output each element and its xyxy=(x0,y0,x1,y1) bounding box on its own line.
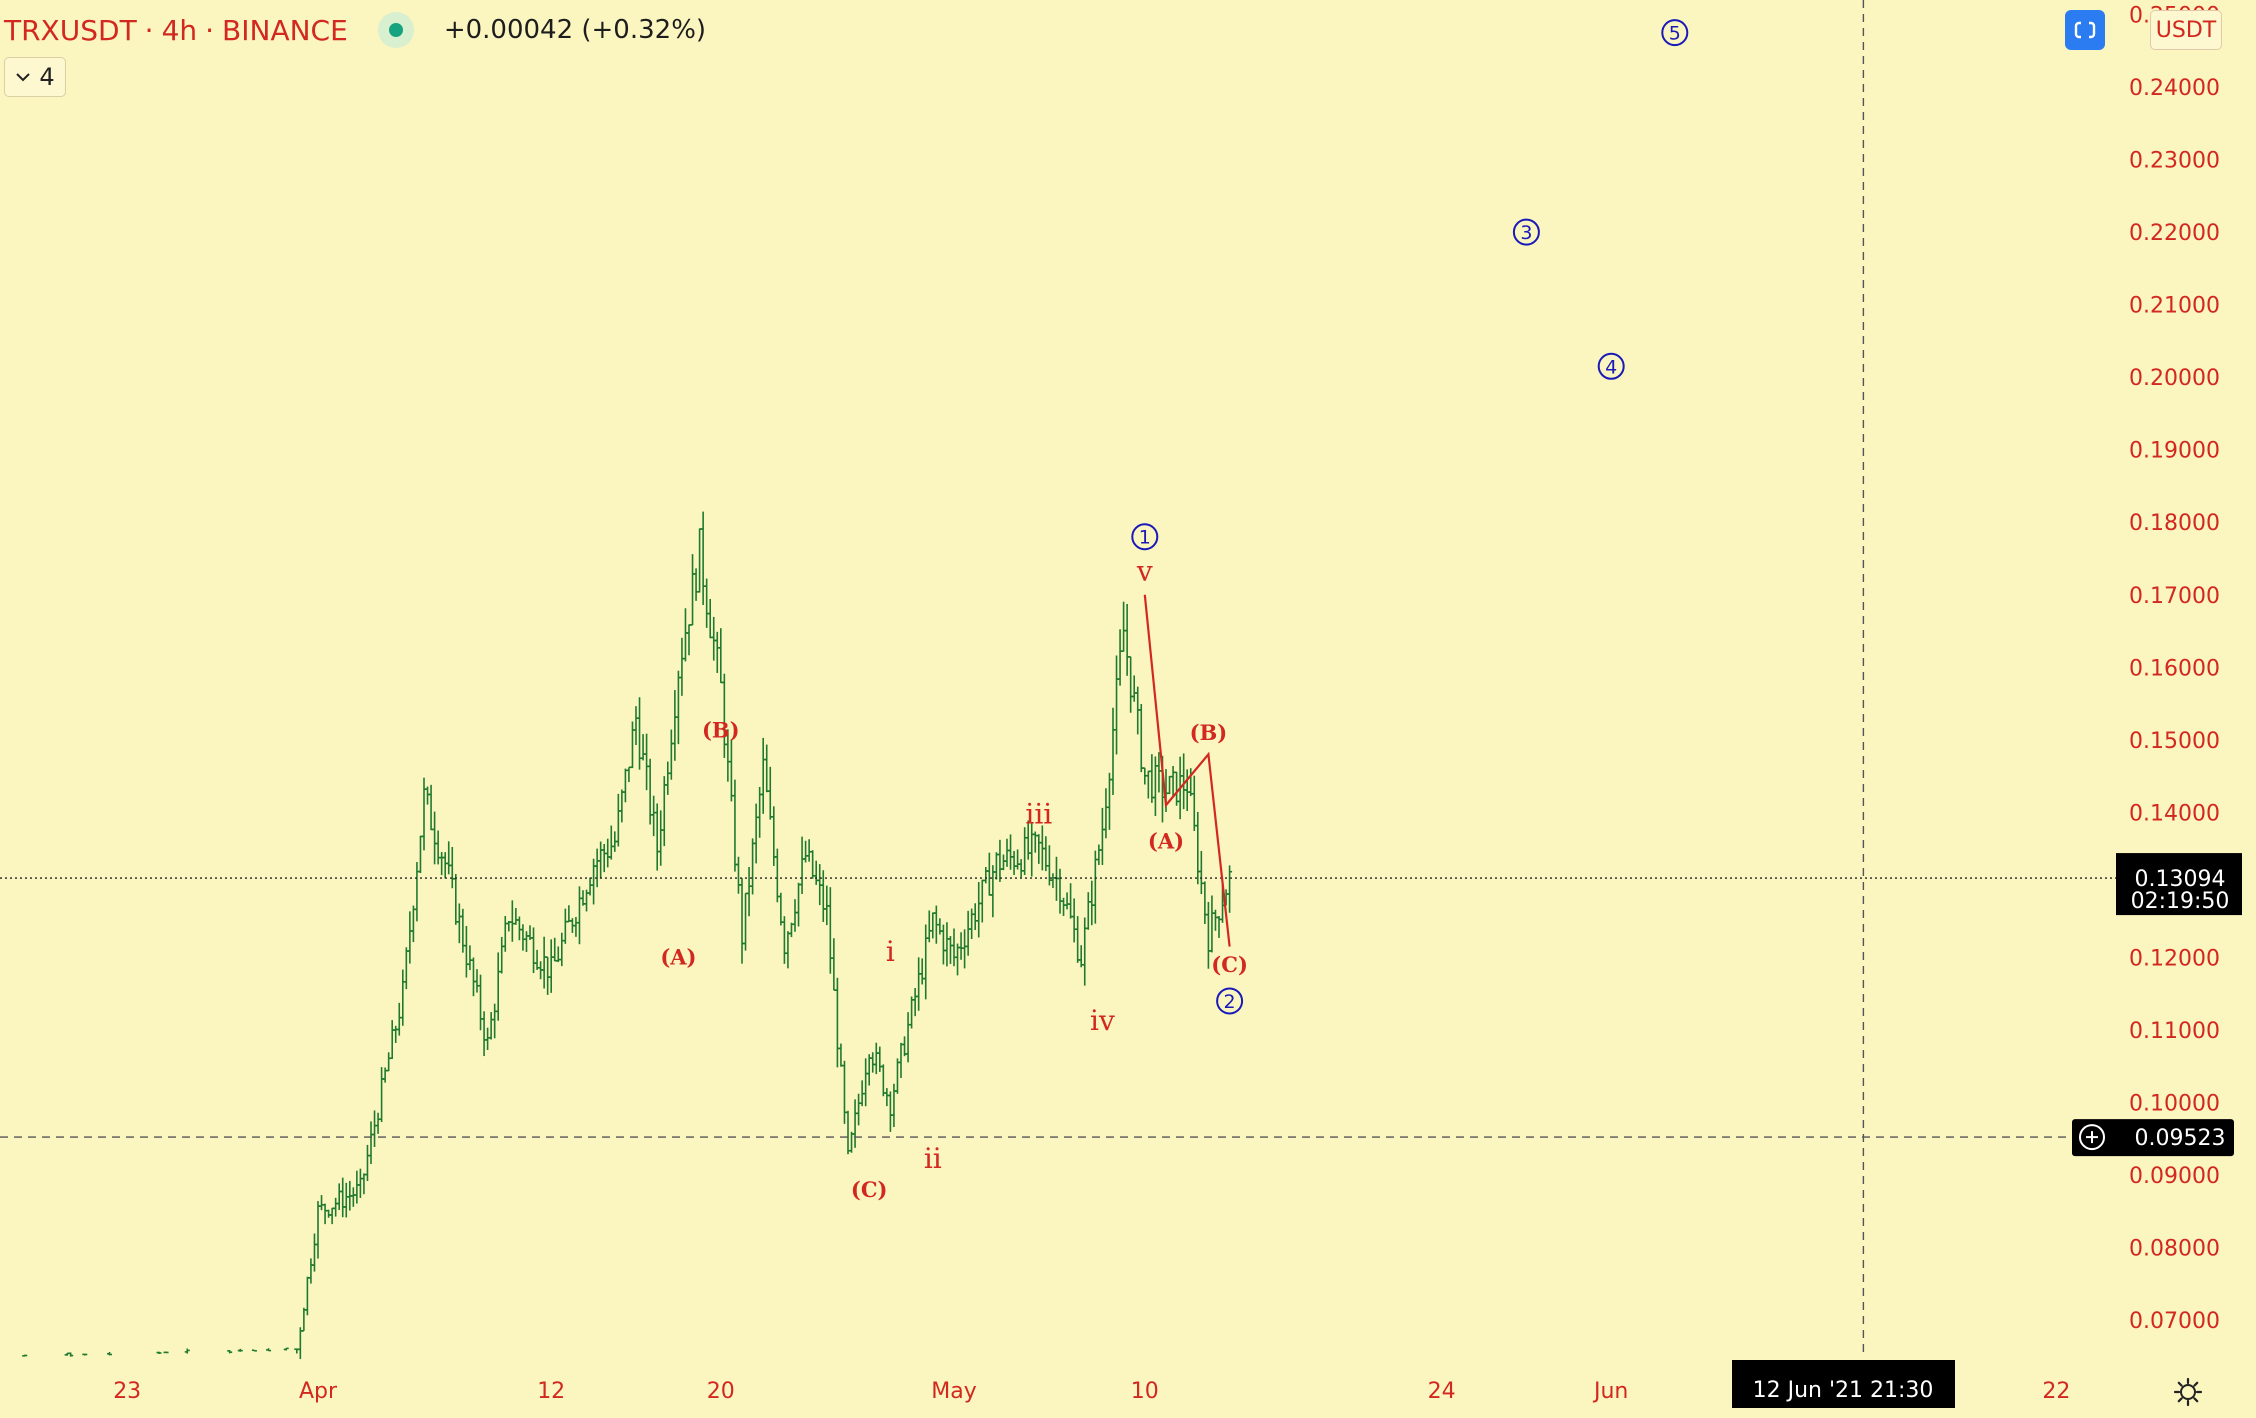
y-tick-label: 0.24000 xyxy=(2129,76,2220,101)
gear-icon xyxy=(2173,1377,2203,1407)
plus-circle-ring xyxy=(2079,1124,2105,1151)
ohlc-bars xyxy=(22,511,1233,1360)
y-tick-label: 0.19000 xyxy=(2129,439,2220,464)
y-tick-label: 0.14000 xyxy=(2129,801,2220,826)
wave-label-red: (B) xyxy=(1190,720,1228,745)
y-tick-label: 0.22000 xyxy=(2129,221,2220,246)
chevron-down-icon xyxy=(16,73,31,82)
y-tick-label: 0.16000 xyxy=(2129,656,2220,681)
market-status-icon[interactable] xyxy=(377,12,414,48)
wave-label-blue-circle xyxy=(1597,352,1625,380)
x-tick-label: 20 xyxy=(707,1379,735,1404)
wave-label-red: ii xyxy=(924,1142,942,1175)
wave-label-blue: 3 xyxy=(1512,218,1540,246)
last-price-tag xyxy=(2116,853,2242,916)
bar-countdown: 02:19:50 xyxy=(2131,889,2230,914)
y-tick-label: 0.20000 xyxy=(2129,366,2220,391)
correction-lines xyxy=(1143,594,1231,947)
indicators-collapse-button[interactable]: 4 xyxy=(4,57,66,97)
indicator-count: 4 xyxy=(39,63,55,91)
wave-label-red: (C) xyxy=(1211,952,1248,977)
wave-label-blue-circle xyxy=(1131,523,1159,551)
y-tick-label: 0.12000 xyxy=(2129,946,2220,971)
settings-button[interactable] xyxy=(2168,1372,2208,1412)
wave-label-red: iii xyxy=(1025,797,1052,830)
wave-label-blue-number: 4 xyxy=(1605,356,1617,378)
separator: · xyxy=(205,13,215,47)
separator: · xyxy=(144,13,154,47)
wave-labels-blue: 1 2 3 4 5 xyxy=(1131,19,1689,1015)
symbol-header: TRXUSDT · 4h · BINANCE +0.00042 (+0.32%) xyxy=(0,8,706,52)
wave-label-red: (A) xyxy=(1148,829,1184,854)
wave-label-red: (A) xyxy=(660,945,696,970)
interval-label[interactable]: 4h xyxy=(161,13,198,47)
y-tick-label: 0.17000 xyxy=(2129,584,2220,609)
last-price-value: 0.13094 xyxy=(2135,867,2226,892)
y-tick-label: 0.08000 xyxy=(2129,1237,2220,1262)
exchange-label: BINANCE xyxy=(222,13,348,47)
wave-label-red: (B) xyxy=(702,718,740,743)
x-tick-label: 23 xyxy=(113,1379,141,1404)
y-tick-label: 0.15000 xyxy=(2129,729,2220,754)
wave-label-red: i xyxy=(886,935,895,968)
y-tick-label: 0.23000 xyxy=(2129,149,2220,174)
x-tick-label: 12 xyxy=(537,1379,565,1404)
x-tick-label: Apr xyxy=(299,1379,338,1404)
screenshot-icon xyxy=(2074,20,2096,40)
wave-label-blue-number: 3 xyxy=(1520,222,1532,244)
y-axis: 0.07000 0.08000 0.09000 0.10000 0.11000 0.120… xyxy=(2129,4,2220,1335)
x-tick-label: 10 xyxy=(1131,1379,1159,1404)
crosshair-date-value: 12 Jun '21 21:30 xyxy=(1753,1378,1934,1403)
wave-label-blue: 1 xyxy=(1131,523,1159,551)
wave-label-red: v xyxy=(1136,554,1153,587)
x-tick-label: Jun xyxy=(1592,1379,1628,1404)
horizontal-price-value: 0.09523 xyxy=(2135,1126,2226,1151)
plus-circle-icon xyxy=(2079,1124,2105,1151)
wave-label-red: (C) xyxy=(851,1177,888,1202)
horizontal-price-tag xyxy=(2072,1119,2234,1157)
x-axis: 23 Apr 12 20 May 10 24 Jun 22 xyxy=(113,1379,2070,1404)
guide-lines xyxy=(0,0,2118,1358)
wave-label-blue-number: 5 xyxy=(1669,23,1681,45)
wave-label-blue: 2 xyxy=(1216,987,1244,1015)
y-tick-label: 0.09000 xyxy=(2129,1164,2220,1189)
wave-label-red: iv xyxy=(1090,1004,1115,1037)
y-tick-label: 0.10000 xyxy=(2129,1092,2220,1117)
price-change: +0.00042 (+0.32%) xyxy=(443,15,707,45)
wave-label-blue: 4 xyxy=(1597,352,1625,380)
crosshair-date-tag xyxy=(1732,1360,1955,1408)
wave-label-blue: 5 xyxy=(1661,19,1689,47)
x-tick-label: 22 xyxy=(2042,1379,2070,1404)
x-tick-label: 24 xyxy=(1428,1379,1456,1404)
wave-label-blue-number: 1 xyxy=(1139,527,1151,549)
y-tick-label: 0.18000 xyxy=(2129,511,2220,536)
wave-label-blue-circle xyxy=(1661,19,1689,47)
y-tick-label: 0.11000 xyxy=(2129,1019,2220,1044)
currency-button[interactable]: USDT xyxy=(2150,10,2222,50)
wave-label-blue-number: 2 xyxy=(1224,991,1236,1013)
wave-label-blue-circle xyxy=(1216,987,1244,1015)
y-tick-label: 0.21000 xyxy=(2129,294,2220,319)
x-tick-label: May xyxy=(931,1379,976,1404)
screenshot-button[interactable] xyxy=(2065,10,2105,50)
correction-polyline xyxy=(1143,594,1231,947)
wave-label-blue-circle xyxy=(1512,218,1540,246)
symbol-name[interactable]: TRXUSDT xyxy=(4,13,137,47)
y-tick-label: 0.07000 xyxy=(2129,1309,2220,1334)
